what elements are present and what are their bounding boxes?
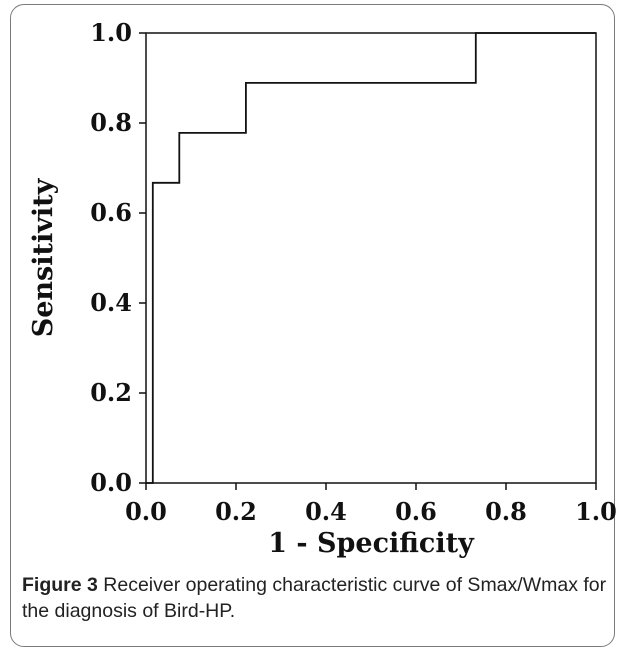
figure-frame	[10, 4, 615, 647]
caption-text: Receiver operating characteristic curve …	[22, 574, 607, 622]
x-axis-title: 1 - Specificity	[268, 528, 475, 559]
tick-labels: 0.0 0.2 0.4 0.6 0.8 1.0 0.0 0.2 0.4 0.6 0.8 1.0	[90, 18, 617, 526]
x-tick-label: 0.6	[395, 497, 437, 526]
figure-label: Figure 3	[22, 574, 98, 596]
y-tick-label: 0.0	[90, 468, 132, 497]
x-tick-label: 0.2	[215, 497, 257, 526]
x-tick-label: 0.4	[305, 497, 347, 526]
plot-border	[145, 32, 597, 484]
y-tick-label: 0.6	[90, 198, 132, 227]
tick-marks	[139, 32, 597, 490]
x-tick-label: 1.0	[575, 497, 617, 526]
y-tick-label: 0.4	[90, 288, 132, 317]
y-tick-label: 0.2	[90, 378, 132, 407]
x-tick-label: 0.0	[125, 497, 167, 526]
y-tick-label: 1.0	[90, 18, 132, 47]
x-tick-label: 0.8	[485, 497, 527, 526]
y-tick-label: 0.8	[90, 108, 132, 137]
roc-curve	[146, 32, 596, 484]
roc-series-line	[146, 32, 596, 484]
figure-caption: Figure 3 Receiver operating characterist…	[22, 572, 607, 624]
plot-frame	[145, 32, 597, 484]
y-axis-title: Sensitivity	[28, 177, 59, 337]
